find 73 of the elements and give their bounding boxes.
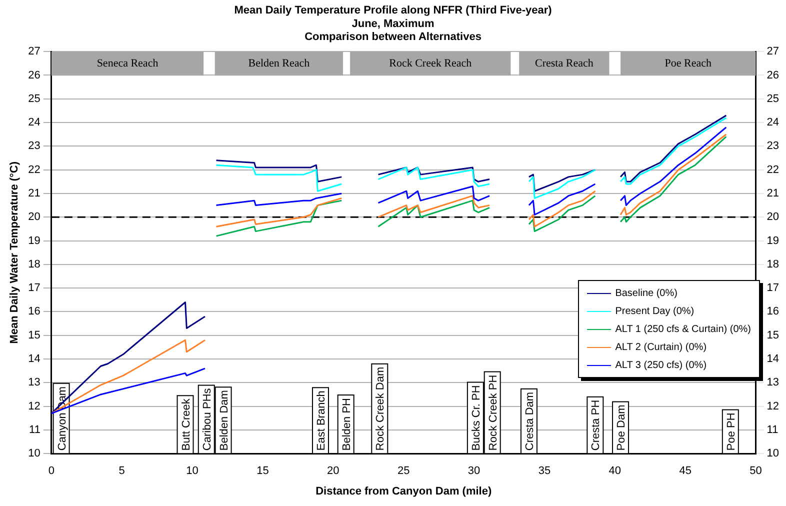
legend-label: ALT 3 (250 cfs) (0%)	[615, 360, 707, 370]
y-tick-label: 14	[28, 353, 40, 366]
y2-tick-label: 17	[766, 282, 780, 294]
y-tick-label: 23	[28, 140, 40, 152]
y-tick-label: 24	[28, 116, 40, 129]
y2-tick-label: 12	[766, 400, 780, 412]
chart-title: Mean Daily Temperature Profile along NFFR (Third Five-year)	[234, 4, 552, 17]
annotation: Caribou PHs	[201, 388, 214, 451]
y2-tick-label: 24	[766, 116, 780, 129]
band-label: Belden Reach	[248, 57, 310, 70]
y-tick-label: 15	[28, 329, 40, 342]
band-label: Seneca Reach	[96, 57, 159, 70]
y-tick-label: 17	[28, 282, 40, 294]
y2-tick-label: 26	[766, 69, 780, 82]
y-tick-label: 20	[28, 211, 40, 224]
y-tick-label: 19	[28, 234, 40, 247]
x-tick-label: 20	[327, 465, 340, 478]
band-label: Poe Reach	[664, 57, 712, 70]
y-axis-title: Mean Daily Water Temperature (°C)	[8, 161, 21, 344]
y-tick-label: 11	[29, 424, 40, 436]
x-tick-label: 40	[608, 465, 622, 478]
y2-tick-label: 22	[766, 164, 780, 176]
y-tick-label: 10	[28, 448, 40, 460]
x-tick-label: 50	[750, 465, 762, 478]
x-tick-label: 0	[48, 465, 54, 478]
x-tick-label: 35	[538, 465, 551, 478]
x-axis-title: Distance from Canyon Dam (mile)	[316, 485, 492, 498]
band-label: Cresta Reach	[535, 57, 594, 70]
legend-label: ALT 1 (250 cfs & Curtain) (0%)	[615, 324, 751, 334]
y-tick-label: 12	[28, 400, 40, 412]
legend-label: Present Day (0%)	[615, 306, 694, 316]
annotation: Bucks Cr. PH	[470, 385, 482, 451]
legend-label: Baseline (0%)	[615, 288, 678, 298]
annotation: Belden PH	[340, 398, 353, 451]
annotation: Cresta Dam	[524, 392, 536, 451]
annotation: Poe PH	[725, 412, 738, 451]
y2-tick-label: 13	[766, 376, 780, 389]
x-tick-label: 30	[468, 465, 480, 478]
y-tick-label: 21	[28, 188, 40, 200]
annotation: East Branch	[316, 390, 328, 451]
y2-tick-label: 14	[766, 353, 780, 366]
y2-tick-label: 18	[766, 258, 780, 270]
y-tick-label: 27	[28, 46, 40, 58]
y2-tick-label: 21	[766, 188, 780, 200]
annotation: Poe Dam	[616, 404, 628, 451]
y2-tick-label: 25	[766, 92, 780, 105]
annotation: Belden Dam	[218, 390, 230, 451]
annotation: Rock Creek Dam	[374, 366, 387, 451]
x-tick-label: 15	[256, 465, 269, 478]
x-tick-label: 45	[679, 465, 692, 478]
y2-tick-label: 15	[766, 329, 780, 342]
y2-tick-label: 11	[766, 424, 778, 436]
band-label: Rock Creek Reach	[389, 57, 472, 70]
y2-tick-label: 16	[766, 306, 780, 318]
annotation: Rock Creek PH	[487, 374, 500, 451]
x-tick-label: 10	[186, 465, 198, 478]
y-tick-label: 18	[28, 258, 40, 270]
y-tick-label: 13	[28, 376, 40, 389]
chart-subtitle: June, Maximum Comparison between Alternatives	[304, 18, 482, 44]
y-tick-label: 16	[28, 306, 40, 318]
y2-tick-label: 27	[766, 46, 780, 58]
y-tick-label: 25	[28, 92, 40, 105]
x-tick-label: 25	[397, 465, 410, 478]
y2-tick-label: 20	[766, 211, 780, 224]
x-tick-label: 5	[118, 465, 125, 478]
annotation: Cresta PH	[590, 400, 602, 451]
y2-tick-label: 19	[766, 234, 780, 247]
legend-label: ALT 2 (Curtain) (0%)	[615, 342, 707, 352]
y2-tick-label: 10	[766, 448, 780, 460]
y-tick-label: 22	[28, 164, 40, 176]
y-tick-label: 26	[28, 69, 40, 82]
annotation: Butt Creek	[180, 398, 192, 451]
y2-tick-label: 23	[766, 140, 780, 152]
